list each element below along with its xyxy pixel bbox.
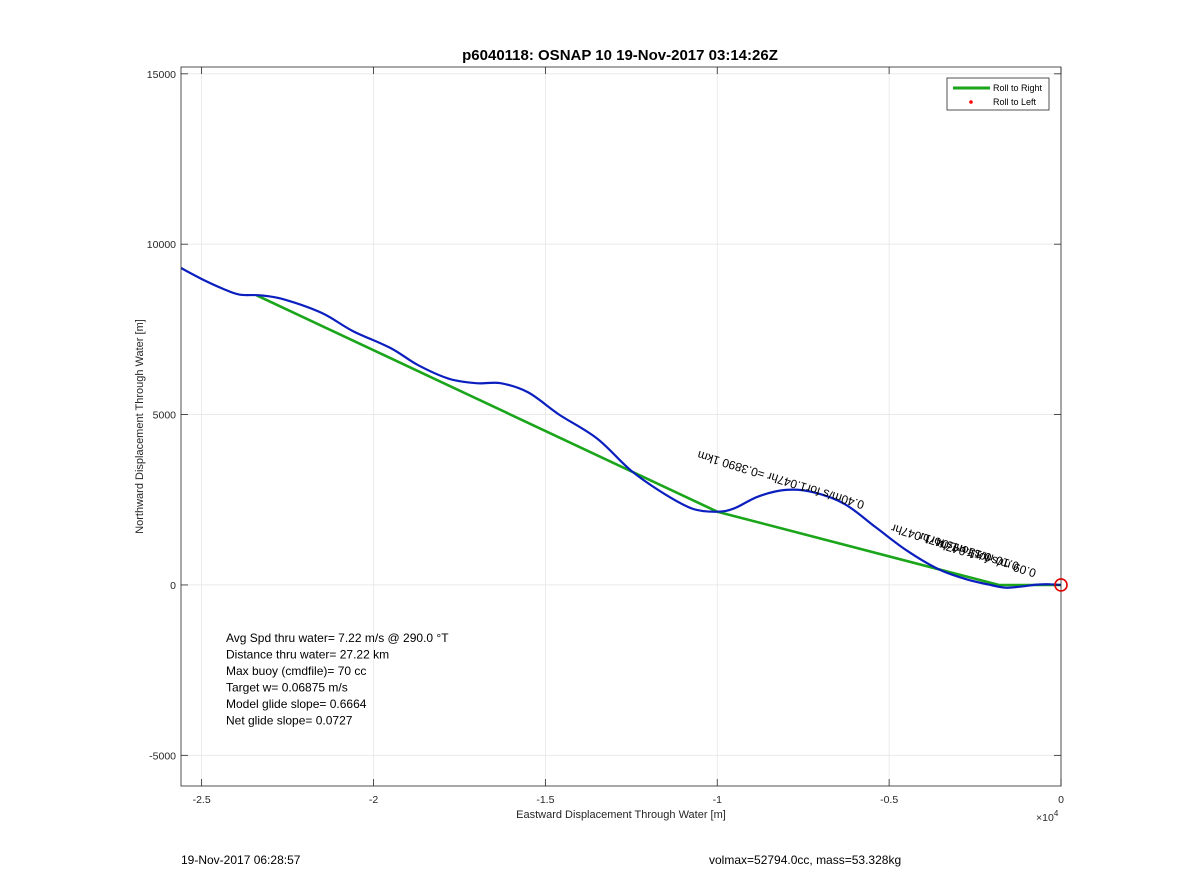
axes-box	[180, 66, 1062, 787]
grid-lines	[181, 67, 1062, 786]
x-exponent-power: 4	[1054, 809, 1059, 818]
stat-line: Target w= 0.06875 m/s	[226, 681, 348, 695]
x-exponent-label: ×104	[1036, 809, 1059, 824]
stat-line: Net glide slope= 0.0727	[226, 714, 353, 728]
stat-line: Max buoy (cmdfile)= 70 cc	[226, 664, 366, 678]
x-tick-label: -1.5	[536, 794, 554, 806]
footer-timestamp: 19-Nov-2017 06:28:57	[181, 853, 301, 867]
y-tick-label: 10000	[147, 239, 176, 251]
x-tick-label: 0	[1058, 794, 1064, 806]
x-axis-label: Eastward Displacement Through Water [m]	[516, 809, 726, 821]
track-series-line	[181, 267, 1061, 589]
y-axis-label: Northward Displacement Through Water [m]	[134, 319, 146, 534]
footer-mass-info: volmax=52794.0cc, mass=53.328kg	[709, 853, 901, 867]
x-tick-label: -2	[369, 794, 378, 806]
x-tick-label: -0.5	[880, 794, 898, 806]
legend-label: Roll to Right	[993, 83, 1043, 93]
stat-line: Model glide slope= 0.6664	[226, 697, 367, 711]
y-tick-label: 0	[170, 580, 176, 592]
legend-box	[946, 77, 1050, 111]
stat-line: Distance thru water= 27.22 km	[226, 648, 389, 662]
x-tick-label: -2.5	[193, 794, 211, 806]
chart-title: p6040118: OSNAP 10 19-Nov-2017 03:14:26Z	[462, 47, 778, 64]
stat-line: Avg Spd thru water= 7.22 m/s @ 290.0 °T	[226, 631, 449, 645]
plot-area	[181, 67, 1061, 786]
series-layer	[181, 267, 1061, 589]
axis-ticks: -2.5 -2 -1.5 -1 -0.5 0 -5000 0 5000 10000 15000	[147, 67, 1064, 806]
stats-block: Avg Spd thru water= 7.22 m/s @ 290.0 °T D…	[226, 631, 449, 728]
x-exponent-base: ×10	[1036, 812, 1054, 824]
legend: Roll to Right Roll to Left	[946, 77, 1050, 111]
x-tick-label: -1	[713, 794, 722, 806]
y-tick-label: -5000	[149, 750, 176, 762]
end-marker	[1054, 578, 1068, 592]
legend-label: Roll to Left	[993, 97, 1037, 107]
y-tick-label: 5000	[153, 410, 177, 422]
y-tick-label: 15000	[147, 69, 176, 81]
legend-swatch-dot	[969, 100, 973, 104]
